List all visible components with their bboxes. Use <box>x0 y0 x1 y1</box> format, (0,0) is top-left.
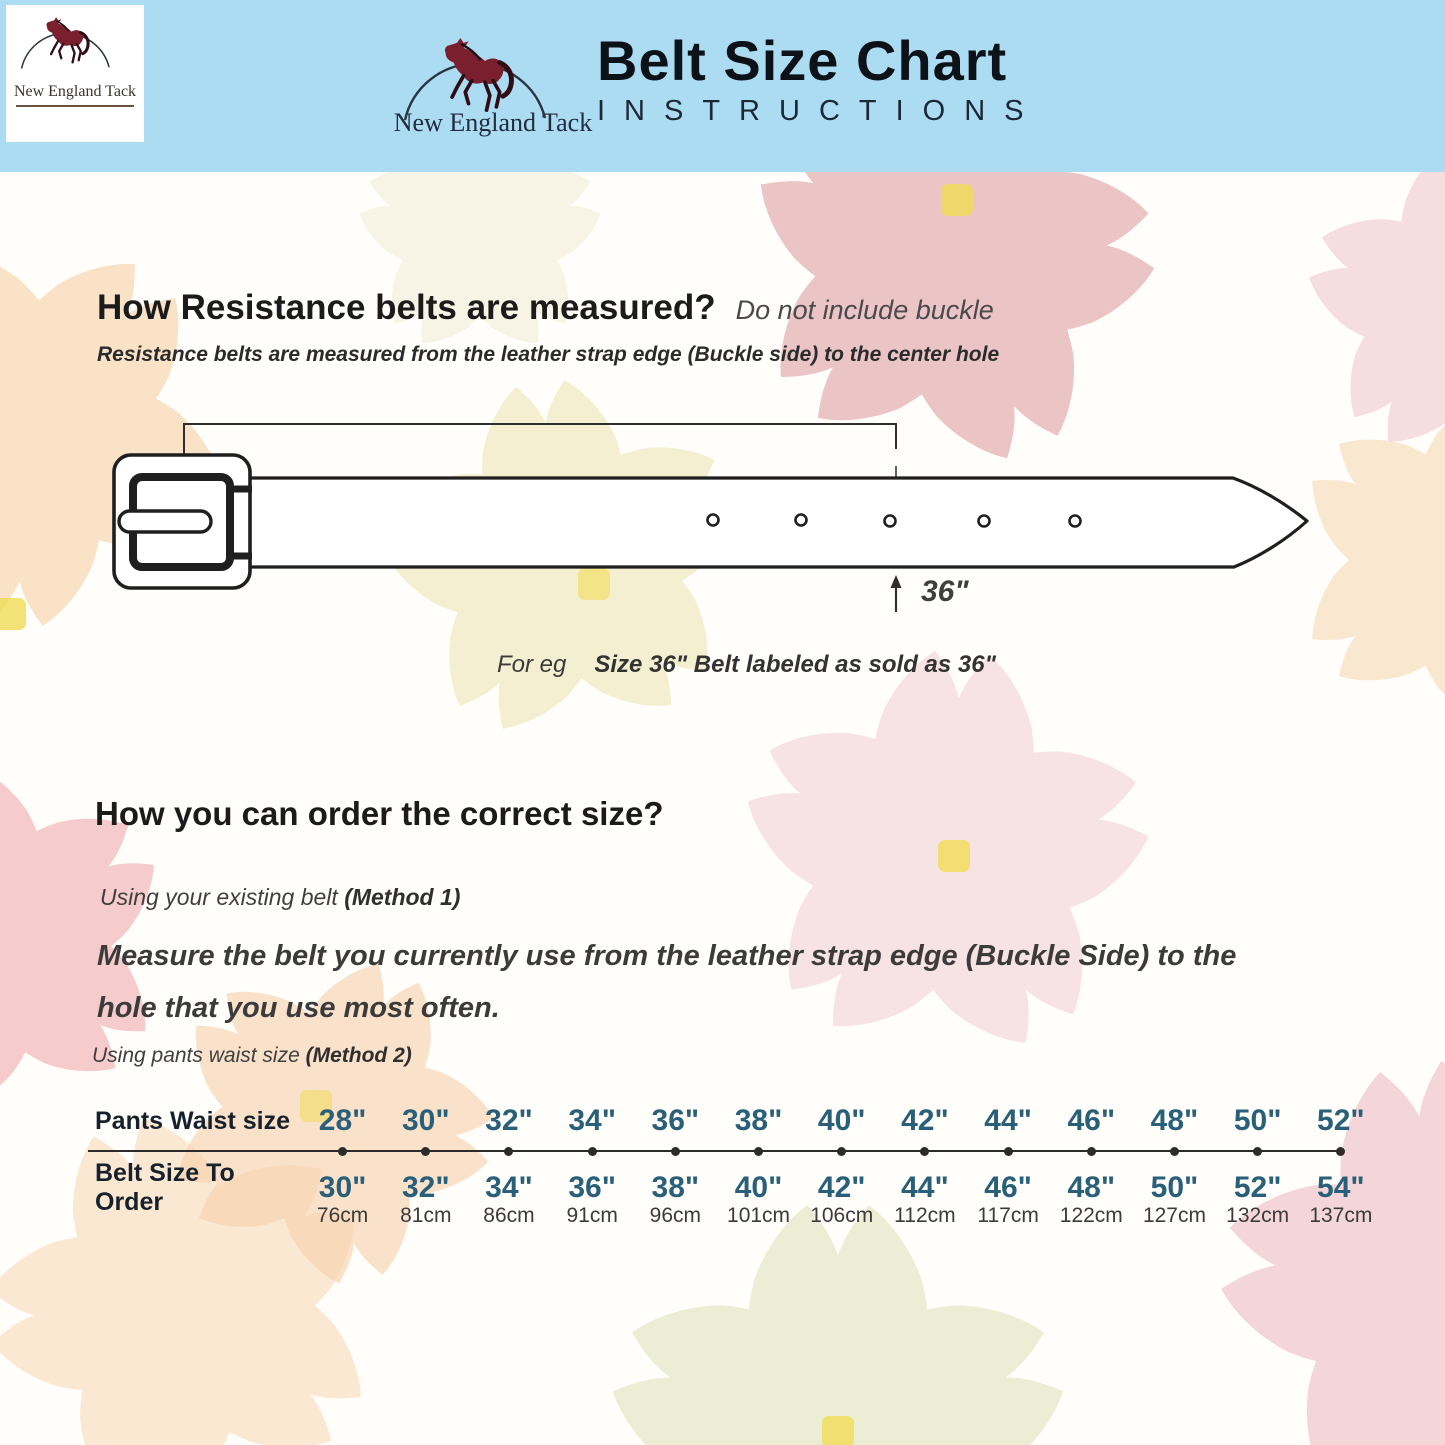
belt-size-value: 34" <box>485 1171 533 1204</box>
pants-waist-label: Pants Waist size <box>95 1106 290 1135</box>
belt-hole <box>1068 514 1082 528</box>
belt-size-label-cell: Belt Size To Order <box>95 1159 235 1216</box>
pants-waist-row: Pants Waist size 28" 30" 32" 34" 36" 38" 40" 42… <box>95 1098 1382 1144</box>
belt-size-cm-value: 117cm <box>977 1204 1039 1227</box>
pants-waist-value: 30" <box>401 1104 450 1137</box>
belt-size-cm-value: 101cm <box>727 1204 791 1227</box>
belt-size-value: 36" <box>568 1171 616 1204</box>
belt-size-value: 40" <box>734 1171 783 1204</box>
belt-size-cm-value: 86cm <box>483 1204 535 1227</box>
belt-size-value: 44" <box>901 1171 949 1204</box>
brand-underline <box>16 105 134 107</box>
horse-arc-icon <box>19 15 111 71</box>
belt-size-cm-value: 81cm <box>400 1204 452 1227</box>
belt-size-cm-value: 137cm <box>1309 1204 1373 1227</box>
divider-line <box>88 1150 1342 1152</box>
belt-size-value: 46" <box>984 1171 1032 1204</box>
pants-waist-value: 50" <box>1233 1104 1282 1137</box>
brand-logo-card: New England Tack <box>6 5 144 142</box>
belt-hole-center <box>883 514 897 528</box>
belt-size-value: 30" <box>318 1171 367 1204</box>
pants-waist-value: 48" <box>1150 1104 1199 1137</box>
pants-waist-value: 36" <box>651 1104 700 1137</box>
belt-size-cm-value: 96cm <box>649 1204 702 1227</box>
table-divider-row <box>88 1144 1382 1159</box>
belt-size-value: 42" <box>817 1171 866 1204</box>
pants-waist-value: 42" <box>901 1104 949 1137</box>
belt-size-label: 36" <box>921 575 969 608</box>
page-title: Belt Size Chart <box>597 29 1008 92</box>
pants-waist-value: 46" <box>1067 1104 1116 1137</box>
belt-hole <box>706 513 720 527</box>
measure-note: Do not include buckle <box>735 295 994 325</box>
belt-size-value: 52" <box>1233 1171 1282 1204</box>
belt-size-value: 38" <box>651 1171 700 1204</box>
belt-size-row: Belt Size To Order 30" 32" 34" 36" 38" 40" 42"… <box>95 1159 1382 1216</box>
belt-size-value: 32" <box>401 1171 450 1204</box>
example-text: Size 36" Belt labeled as sold as 36" <box>594 651 996 678</box>
method1-tag: (Method 1) <box>344 884 461 910</box>
size-arrow-head <box>890 575 902 588</box>
flower-center <box>938 840 970 872</box>
brand-name-small: New England Tack <box>13 83 137 100</box>
header-band: New England Tack Belt Size Chart INSTRUC… <box>0 0 1445 172</box>
belt-size-cm-value: 132cm <box>1226 1204 1290 1227</box>
method2-intro: Using pants waist size <box>92 1044 306 1067</box>
belt-size-cm-value: 76cm <box>316 1204 369 1227</box>
example-line: For eg Size 36" Belt labeled as sold as … <box>497 651 996 679</box>
pants-waist-value: 40" <box>817 1104 866 1137</box>
belt-size-value: 54" <box>1317 1171 1365 1204</box>
brand-name-main: New England Tack <box>393 108 593 137</box>
method1-text: Measure the belt you currently use from … <box>97 940 1237 1024</box>
belt-size-value: 48" <box>1067 1171 1116 1204</box>
method2-line: Using pants waist size (Method 2) <box>92 1044 412 1068</box>
belt-size-cm-value: 106cm <box>810 1204 874 1227</box>
page-subtitle: INSTRUCTIONS <box>597 94 1043 127</box>
belt-size-value: 50" <box>1150 1171 1199 1204</box>
order-heading: How you can order the correct size? <box>95 795 664 832</box>
brand-logo-main: New England Tack <box>393 28 593 144</box>
belt-size-cm-value: 122cm <box>1059 1204 1123 1227</box>
belt-size-cm-value: 112cm <box>894 1204 956 1227</box>
belt-strap <box>247 476 1309 569</box>
pants-waist-value: 52" <box>1317 1104 1365 1137</box>
belt-hole <box>794 513 808 527</box>
example-prefix: For eg <box>497 651 567 678</box>
measure-heading-line: How Resistance belts are measured? Do not… <box>97 288 994 328</box>
belt-size-cm-value: 127cm <box>1142 1204 1206 1227</box>
pants-waist-value: 34" <box>568 1104 616 1137</box>
measure-heading: How Resistance belts are measured? <box>97 288 716 327</box>
flower-center <box>822 1416 854 1445</box>
measurement-bracket <box>183 423 897 455</box>
measure-subline: Resistance belts are measured from the l… <box>97 343 1000 366</box>
pants-waist-value: 38" <box>734 1104 783 1137</box>
belt-size-cm-value: 91cm <box>566 1204 618 1227</box>
belt-hole <box>977 514 991 528</box>
size-table: Pants Waist size 28" 30" 32" 34" 36" 38" 40" 42… <box>88 1098 1382 1229</box>
method1-line: Using your existing belt (Method 1) <box>100 884 460 911</box>
pants-waist-value: 44" <box>984 1104 1032 1137</box>
pants-waist-value: 28" <box>318 1104 367 1137</box>
buckle-prong <box>117 509 213 534</box>
method2-tag: (Method 2) <box>305 1044 412 1067</box>
pants-waist-value: 32" <box>485 1104 533 1137</box>
title-block: Belt Size Chart INSTRUCTIONS <box>597 30 1043 127</box>
flower-center <box>941 184 973 216</box>
method1-intro: Using your existing belt <box>100 884 345 910</box>
